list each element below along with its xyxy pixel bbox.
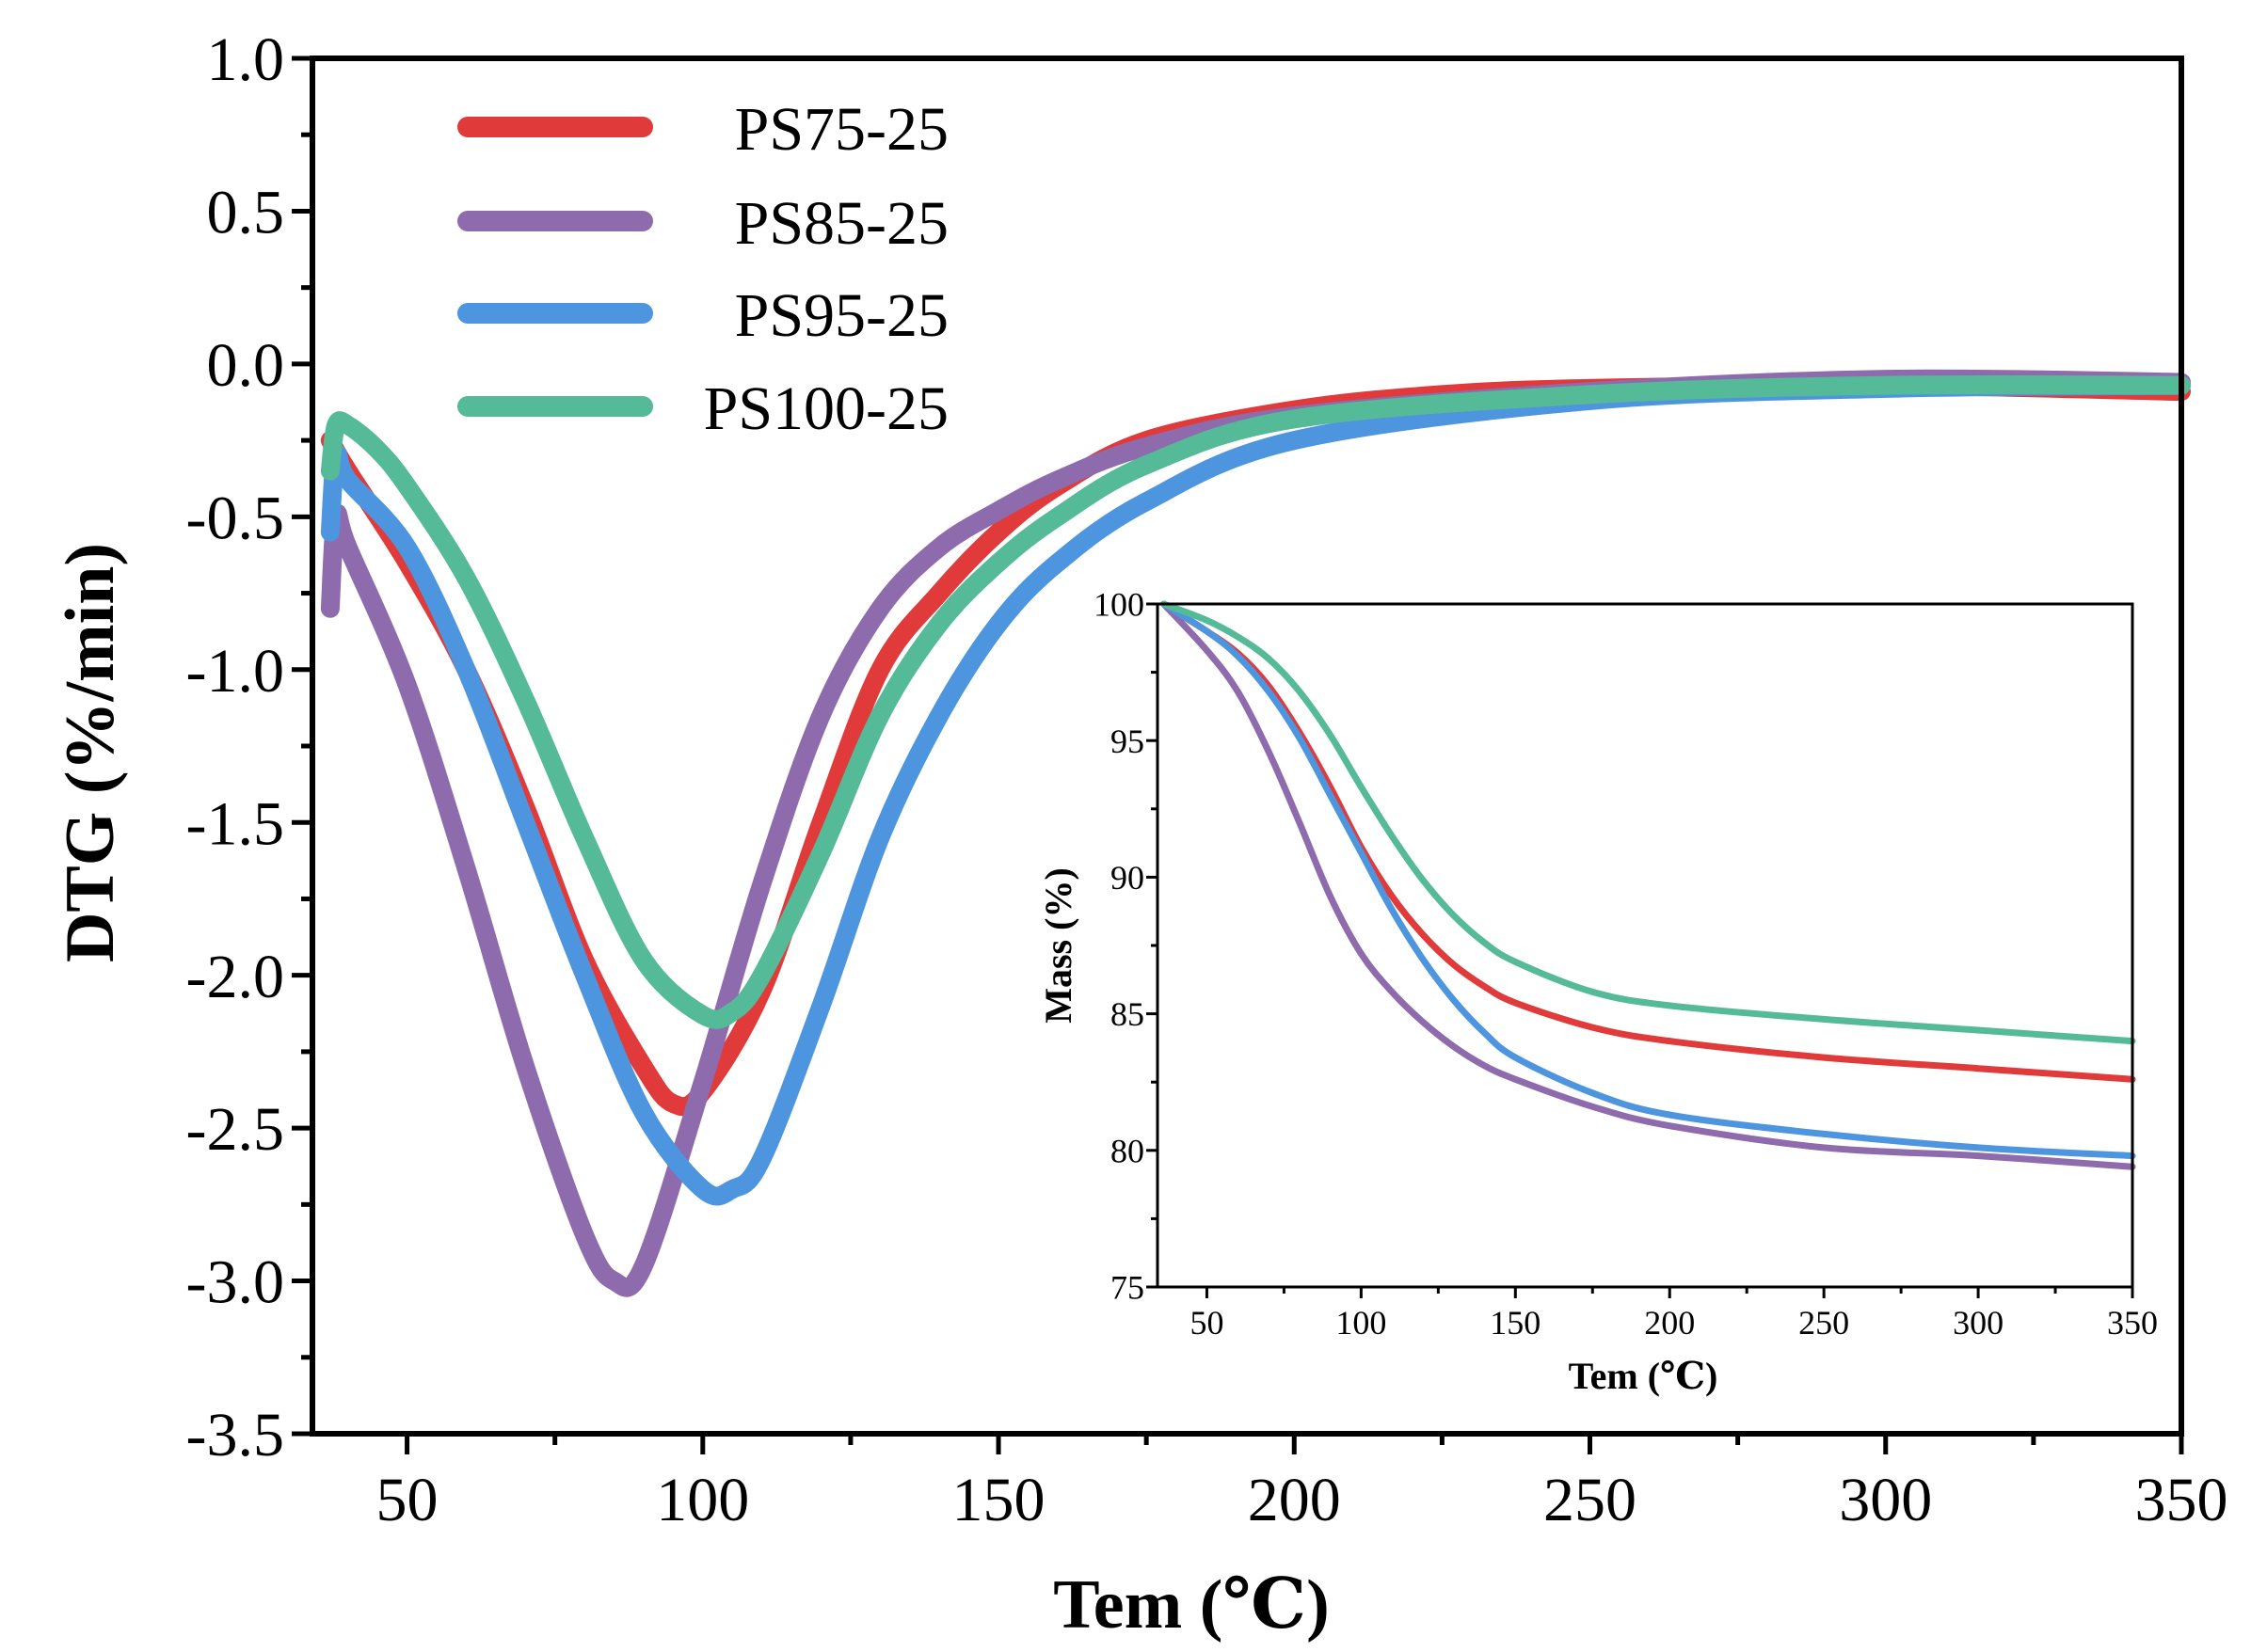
main-x-tick-label: 250 <box>1543 1466 1636 1534</box>
inset-y-tick-label: 95 <box>1110 723 1144 760</box>
legend-label-ps95-25: PS95-25 <box>735 281 949 350</box>
inset-x-axis-title: Tem (℃) <box>1569 1355 1718 1397</box>
main-y-tick-label: -2.5 <box>186 1095 284 1164</box>
legend-label-ps100-25: PS100-25 <box>704 374 949 443</box>
inset-x-tick-label: 150 <box>1490 1304 1541 1342</box>
inset-plot-lines <box>1160 600 2136 1170</box>
main-series-ps95-25 <box>320 375 2191 1206</box>
inset-series-ps75-25 <box>1160 600 2136 1083</box>
main-x-tick-label: 300 <box>1839 1466 1932 1534</box>
main-x-tick-label: 350 <box>2135 1466 2228 1534</box>
inset-y-axis-title: Mass (%) <box>1037 867 1079 1024</box>
main-y-axis-title: DTG (%/min) <box>52 543 129 962</box>
main-y-tick-label: -3.5 <box>186 1401 284 1469</box>
main-plot-frame <box>310 56 2184 1437</box>
main-tick-labels: 50 100 150 200 250 300 350 1.0 0.5 0.0 -0.5 -1.0 -1.… <box>186 25 2228 1534</box>
main-y-tick-label: -1.0 <box>186 637 284 706</box>
inset-y-tick-label: 80 <box>1110 1132 1144 1169</box>
inset-background <box>1157 604 2132 1287</box>
main-series-ps100-25 <box>320 374 2191 1029</box>
inset-plot-frame <box>1156 602 2134 1289</box>
legend: PS75-25 PS85-25 PS95-25 PS100-25 <box>457 95 949 443</box>
inset-tick-labels: 50 100 150 200 250 300 350 100 95 90 85 80 75 <box>1094 586 2158 1342</box>
inset-series-ps100-25 <box>1160 600 2136 1045</box>
main-y-tick-label: 0.0 <box>207 331 285 400</box>
inset-x-tick-label: 250 <box>1798 1304 1849 1342</box>
inset-x-tick-label: 200 <box>1644 1304 1695 1342</box>
inset-y-tick-label: 90 <box>1110 859 1144 897</box>
inset-x-tick-label: 300 <box>1953 1304 2004 1342</box>
main-y-tick-label: -3.0 <box>186 1248 284 1317</box>
legend-label-ps85-25: PS85-25 <box>735 189 949 258</box>
main-plot-lines <box>320 369 2191 1297</box>
main-y-tick-label: 1.0 <box>207 25 285 94</box>
main-y-tick-label: -0.5 <box>186 484 284 552</box>
inset-x-tick-label: 50 <box>1189 1304 1223 1342</box>
inset-x-tick-label: 350 <box>2107 1304 2158 1342</box>
main-x-tick-label: 100 <box>656 1466 749 1534</box>
main-y-tick-label: -2.0 <box>186 943 284 1011</box>
inset-series-ps95-25 <box>1160 600 2136 1160</box>
main-x-tick-label: 200 <box>1248 1466 1341 1534</box>
legend-label-ps75-25: PS75-25 <box>735 95 949 164</box>
inset-y-tick-label: 75 <box>1110 1269 1144 1307</box>
main-x-tick-label: 150 <box>952 1466 1046 1534</box>
main-y-tick-label: 0.5 <box>207 179 285 247</box>
inset-y-tick-label: 100 <box>1094 586 1144 624</box>
main-y-tick-label: -1.5 <box>186 789 284 858</box>
inset-y-tick-label: 85 <box>1110 995 1144 1033</box>
main-x-axis-title: Tem (℃) <box>1053 1566 1330 1644</box>
main-x-tick-label: 50 <box>376 1466 439 1534</box>
inset-x-tick-label: 100 <box>1335 1304 1386 1342</box>
inset-series-ps85-25 <box>1160 600 2136 1170</box>
